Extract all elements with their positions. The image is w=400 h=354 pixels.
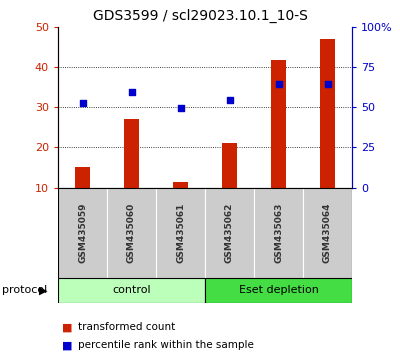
Point <box>226 97 233 103</box>
Bar <box>124 119 139 188</box>
Point <box>177 105 184 111</box>
Point <box>128 89 135 95</box>
Text: GSM435060: GSM435060 <box>127 202 136 263</box>
Text: GDS3599 / scl29023.10.1_10-S: GDS3599 / scl29023.10.1_10-S <box>92 9 308 23</box>
FancyBboxPatch shape <box>58 188 107 278</box>
Text: GSM435061: GSM435061 <box>176 202 185 263</box>
FancyBboxPatch shape <box>58 278 205 303</box>
Bar <box>320 39 335 188</box>
FancyBboxPatch shape <box>107 188 156 278</box>
Text: GSM435064: GSM435064 <box>323 202 332 263</box>
FancyBboxPatch shape <box>254 188 303 278</box>
Text: ■: ■ <box>62 322 72 332</box>
Text: percentile rank within the sample: percentile rank within the sample <box>78 340 254 350</box>
Point <box>275 81 282 87</box>
Bar <box>173 182 188 188</box>
Text: GSM435062: GSM435062 <box>225 202 234 263</box>
Bar <box>271 59 286 188</box>
Text: GSM435063: GSM435063 <box>274 202 283 263</box>
Text: Eset depletion: Eset depletion <box>238 285 318 295</box>
FancyBboxPatch shape <box>156 188 205 278</box>
Text: protocol: protocol <box>2 285 47 295</box>
Point <box>79 100 86 106</box>
Point <box>324 81 331 87</box>
FancyBboxPatch shape <box>205 278 352 303</box>
Text: ■: ■ <box>62 340 72 350</box>
Text: GSM435059: GSM435059 <box>78 202 87 263</box>
Bar <box>75 167 90 188</box>
Text: ▶: ▶ <box>39 285 48 295</box>
Text: transformed count: transformed count <box>78 322 175 332</box>
Bar <box>222 143 237 188</box>
Text: control: control <box>112 285 151 295</box>
FancyBboxPatch shape <box>303 188 352 278</box>
FancyBboxPatch shape <box>205 188 254 278</box>
